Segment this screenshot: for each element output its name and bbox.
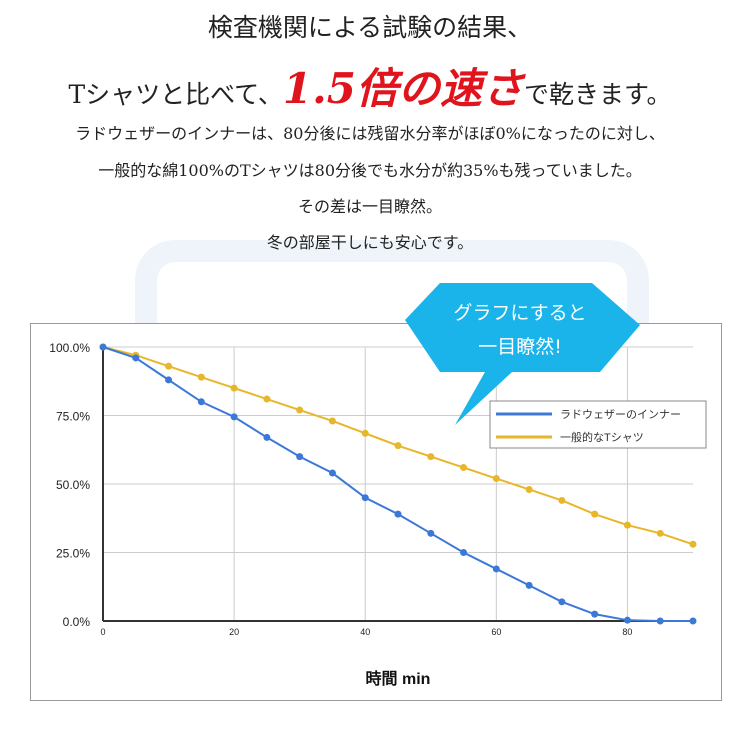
data-point (525, 581, 533, 589)
data-point (99, 343, 107, 351)
paragraph-1: ラドウェザーのインナーは、80分後には残留水分率がほぼ0%になったのに対し、 (75, 124, 665, 143)
y-tick-label: 50.0% (56, 478, 90, 492)
data-point (689, 540, 697, 548)
legend-label-tshirt: 一般的なTシャツ (560, 430, 644, 444)
data-point (427, 529, 435, 537)
data-point (492, 475, 500, 483)
paragraph-3: その差は一目瞭然。 (297, 197, 442, 216)
callout-bubble (405, 283, 640, 425)
legend-label-inner: ラドウェザーのインナー (560, 408, 681, 421)
legend: ラドウェザーのインナー 一般的なTシャツ (489, 400, 707, 449)
data-point (591, 610, 599, 618)
x-tick-label: 20 (229, 627, 239, 637)
heading-post: で乾きます。 (524, 80, 672, 109)
data-point (656, 529, 664, 537)
heading-line-2: Tシャツと比べて、1.5倍の速さで乾きます。 (0, 55, 740, 116)
data-point (623, 616, 631, 624)
data-point (689, 617, 697, 625)
data-point (591, 510, 599, 518)
y-tick-label: 100.0% (49, 341, 90, 355)
data-point (328, 417, 336, 425)
paragraph-2: 一般的な綿100%のTシャツは80分後でも水分が約35%も残っていました。 (98, 161, 642, 180)
x-tick-label: 60 (491, 627, 501, 637)
x-axis-label: 時間 min (366, 669, 431, 688)
paragraph-4: 冬の部屋干しにも安心です。 (266, 233, 474, 252)
legend-box (489, 400, 707, 449)
data-point (460, 464, 468, 472)
data-point (230, 413, 238, 421)
x-tick-label: 0 (100, 627, 105, 637)
y-tick-label: 0.0% (63, 615, 91, 629)
data-point (427, 453, 435, 461)
data-point (296, 453, 304, 461)
callout-line-2: 一目瞭然! (478, 336, 562, 358)
y-tick-label: 25.0% (56, 547, 90, 561)
data-point (165, 362, 173, 370)
data-point (656, 617, 664, 625)
data-point (394, 442, 402, 450)
x-tick-label: 80 (622, 627, 632, 637)
callout-line-1: グラフにすると (453, 302, 587, 324)
data-point (394, 510, 402, 518)
data-point (460, 549, 468, 556)
data-point (263, 395, 271, 403)
data-point (558, 598, 566, 606)
y-tick-label: 75.0% (56, 410, 90, 424)
data-point (525, 485, 533, 493)
data-point (132, 354, 140, 362)
data-point (492, 565, 500, 573)
data-point (328, 469, 336, 477)
data-point (230, 384, 238, 392)
heading-line-1: 検査機関による試験の結果、 (207, 13, 533, 42)
data-point (623, 521, 631, 529)
data-point (296, 406, 304, 414)
heading-pre: Tシャツと比べて、 (68, 80, 283, 109)
data-point (197, 373, 205, 381)
data-point (263, 433, 271, 441)
data-point (361, 494, 369, 502)
data-point (165, 376, 173, 384)
data-point (361, 429, 369, 437)
data-point (197, 398, 205, 406)
heading-accent: 1.5倍の速さ (282, 64, 524, 113)
x-tick-label: 40 (360, 627, 370, 637)
data-point (558, 496, 566, 504)
chart-container (30, 323, 722, 701)
